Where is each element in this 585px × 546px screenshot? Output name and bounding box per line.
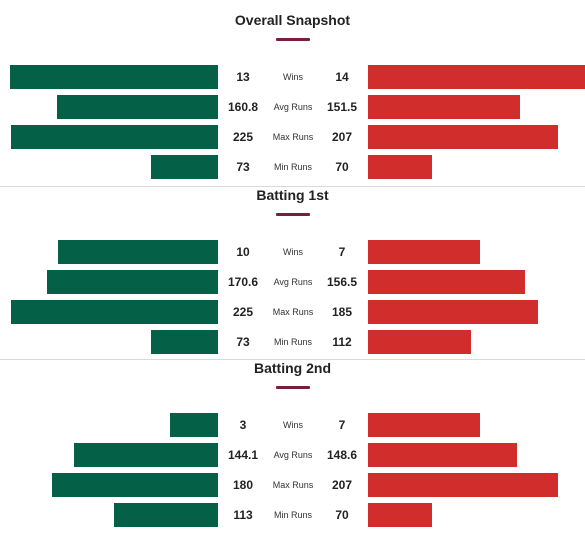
value-team-a: 160.8 [227,100,259,114]
title-underline [276,213,310,216]
bar-team-b [368,155,432,179]
stat-row: 144.1 Avg Runs 148.6 [0,443,585,467]
stat-row: 225 Max Runs 207 [0,125,585,149]
metric-label: Wins [283,420,303,430]
section-divider [0,359,585,360]
bar-team-b [368,125,558,149]
bar-team-b [368,300,538,324]
bar-team-a [170,413,218,437]
bar-team-a [114,503,218,527]
bar-team-a [11,125,218,149]
value-team-b: 148.6 [326,448,358,462]
stat-row: 160.8 Avg Runs 151.5 [0,95,585,119]
metric-label: Wins [283,247,303,257]
bar-team-a [47,270,218,294]
value-team-a: 170.6 [227,275,259,289]
bar-team-a [151,330,218,354]
metric-label: Min Runs [273,510,312,520]
stat-row: 170.6 Avg Runs 156.5 [0,270,585,294]
value-team-a: 3 [239,418,247,432]
value-team-b: 14 [335,70,349,84]
value-team-a: 10 [236,245,250,259]
stat-row: 10 Wins 7 [0,240,585,264]
bar-team-a [57,95,218,119]
value-team-b: 112 [332,335,352,349]
value-team-b: 156.5 [326,275,358,289]
value-team-b: 70 [335,160,349,174]
value-team-b: 185 [331,305,353,319]
stat-row: 73 Min Runs 112 [0,330,585,354]
value-team-a: 225 [232,305,254,319]
value-team-b: 151.5 [326,100,358,114]
metric-label: Max Runs [272,307,314,317]
value-team-a: 144.1 [227,448,259,462]
value-team-a: 73 [236,160,250,174]
metric-label: Avg Runs [273,277,313,287]
stat-row: 180 Max Runs 207 [0,473,585,497]
value-team-b: 7 [338,418,346,432]
metric-label: Max Runs [272,480,314,490]
bar-team-b [368,65,585,89]
value-team-b: 7 [338,245,346,259]
bar-team-b [368,270,525,294]
bar-team-b [368,503,432,527]
title-underline [276,386,310,389]
bar-team-b [368,443,517,467]
stat-row: 113 Min Runs 70 [0,503,585,527]
bar-team-a [74,443,218,467]
stat-row: 73 Min Runs 70 [0,155,585,179]
value-team-a: 225 [232,130,254,144]
metric-label: Wins [283,72,303,82]
metric-label: Min Runs [273,337,312,347]
bar-team-b [368,473,558,497]
bar-team-b [368,413,480,437]
bar-team-b [368,330,471,354]
stat-row: 225 Max Runs 185 [0,300,585,324]
section-title: Batting 1st [256,187,329,203]
bar-team-a [58,240,218,264]
value-team-a: 13 [236,70,250,84]
section-title: Overall Snapshot [234,12,351,28]
value-team-a: 180 [232,478,254,492]
value-team-a: 113 [233,508,253,522]
metric-label: Avg Runs [273,102,313,112]
value-team-b: 207 [331,130,353,144]
value-team-b: 70 [335,508,349,522]
title-underline [276,38,310,41]
section-title: Batting 2nd [254,360,331,376]
bar-team-b [368,95,520,119]
bar-team-b [368,240,480,264]
metric-label: Min Runs [273,162,312,172]
stat-row: 13 Wins 14 [0,65,585,89]
section-divider [0,186,585,187]
bar-team-a [52,473,218,497]
metric-label: Max Runs [272,132,314,142]
value-team-b: 207 [331,478,353,492]
bar-team-a [151,155,218,179]
bar-team-a [11,300,218,324]
bar-team-a [10,65,218,89]
stat-row: 3 Wins 7 [0,413,585,437]
value-team-a: 73 [236,335,250,349]
metric-label: Avg Runs [273,450,313,460]
